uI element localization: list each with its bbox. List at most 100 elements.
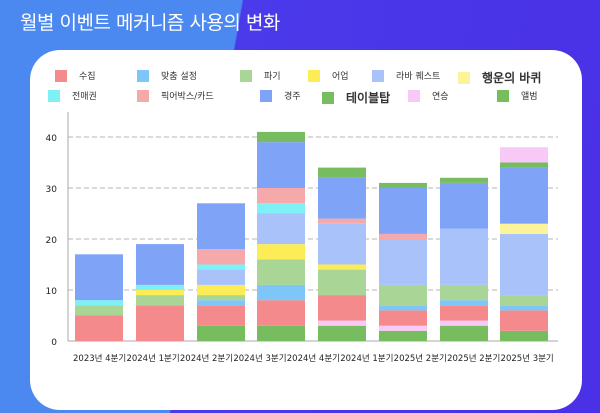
bar-segment-전매권 xyxy=(136,284,184,290)
bar-segment-라바-퀘스트 xyxy=(440,228,488,285)
legend-swatch xyxy=(55,69,67,82)
x-tick-label: 2024년 3분기 xyxy=(233,354,287,364)
legend-label: 수집 xyxy=(79,72,96,82)
legend-swatch xyxy=(137,69,149,82)
legend-item: 어업 xyxy=(308,69,349,82)
bar-segment-경주 xyxy=(75,254,123,301)
x-tick-label: 2024년 2분기 xyxy=(179,354,234,364)
bar-segment-수집 xyxy=(136,305,184,341)
bar-segment-라바-퀘스트 xyxy=(379,239,427,285)
x-tick-label: 2024년 1분기 xyxy=(126,354,180,364)
legend-label: 라바 퀘스트 xyxy=(396,72,441,82)
x-tick-label: 2024년 4분기 xyxy=(286,354,340,364)
bar-segment-경주 xyxy=(197,203,245,250)
bar-segment-경주 xyxy=(500,167,548,224)
legend-label: 테이블탑 xyxy=(346,91,391,105)
bar-segment-픽어박스-카드 xyxy=(318,218,366,224)
bar-segment-파기 xyxy=(136,295,184,306)
bar-segment-테이블탑 xyxy=(500,162,548,168)
bar-segment-앨범 xyxy=(440,325,488,341)
bar-segment-테이블탑 xyxy=(257,131,305,143)
bar-segment-맞춤-설정 xyxy=(500,305,548,311)
bar-segment-수집 xyxy=(379,310,427,326)
legend-label: 파기 xyxy=(264,72,281,82)
y-tick-label: 40 xyxy=(46,134,58,144)
legend-item: 픽어박스/카드 xyxy=(137,89,214,102)
legend-swatch xyxy=(497,89,509,102)
bar-segment-수집 xyxy=(440,305,488,321)
bar-segment-수집 xyxy=(257,300,305,326)
y-tick-label: 30 xyxy=(46,185,58,195)
bar-segment-파기 xyxy=(197,295,245,301)
legend-item: 행운의 바퀴 xyxy=(458,69,541,86)
bar-segment-파기 xyxy=(500,295,548,306)
bar-segment-테이블탑 xyxy=(440,177,488,183)
bar-segment-수집 xyxy=(75,315,123,341)
legend-item: 파기 xyxy=(240,69,281,82)
legend-swatch xyxy=(458,71,470,84)
bar-segment-어업 xyxy=(197,284,245,296)
bar-segment-경주 xyxy=(136,244,184,285)
legend-label: 맞춤 설정 xyxy=(161,72,197,82)
legend-label: 픽어박스/카드 xyxy=(161,92,214,102)
x-tick-label: 2025년 2분기 xyxy=(447,354,501,364)
bar-segment-앨범 xyxy=(197,325,245,341)
x-tick-label: 2025년 2분기 xyxy=(393,354,447,364)
legend-label: 앨범 xyxy=(521,92,538,102)
bar-segment-어업 xyxy=(136,290,184,296)
y-tick-label: 10 xyxy=(46,287,58,297)
legend-swatch xyxy=(308,69,320,82)
bar-segment-경주 xyxy=(379,188,427,234)
legend-item: 라바 퀘스트 xyxy=(372,69,440,82)
bar-segment-경주 xyxy=(318,177,366,219)
legend-swatch xyxy=(322,91,334,104)
legend-item: 경주 xyxy=(260,89,301,102)
legend-item: 테이블탑 xyxy=(322,89,390,106)
y-tick-label: 0 xyxy=(51,338,57,348)
bar-segment-어업 xyxy=(318,264,366,270)
bar-segment-테이블탑 xyxy=(379,182,427,188)
bar-segment-연승 xyxy=(318,320,366,326)
legend-item: 전매권 xyxy=(48,89,97,102)
bar-segment-파기 xyxy=(75,305,123,316)
bar-segment-앨범 xyxy=(500,330,548,341)
bar-segment-맞춤-설정 xyxy=(257,284,305,301)
bar-segment-전매권 xyxy=(75,300,123,306)
bar-segment-파기 xyxy=(379,284,427,306)
x-tick-label: 2025년 3분기 xyxy=(500,354,554,364)
chart-card xyxy=(30,50,582,410)
bar-segment-어업 xyxy=(257,244,305,260)
bar-segment-앨범 xyxy=(379,330,427,341)
legend-item: 수집 xyxy=(55,69,96,82)
bar-segment-맞춤-설정 xyxy=(440,300,488,306)
bar-segment-라바-퀘스트 xyxy=(197,269,245,285)
legend-label: 경주 xyxy=(284,92,301,102)
bar-segment-경주 xyxy=(257,142,305,188)
y-tick-label: 20 xyxy=(46,236,58,246)
bar-segment-라바-퀘스트 xyxy=(257,213,305,245)
bar-segment-앨범 xyxy=(257,325,305,341)
bar-segment-연승 xyxy=(500,147,548,163)
legend-label: 어업 xyxy=(332,72,349,82)
x-tick-label: 2024년 1분기 xyxy=(340,354,394,364)
legend-item: 맞춤 설정 xyxy=(137,69,197,82)
bar-segment-수집 xyxy=(197,305,245,326)
bar-segment-전매권 xyxy=(257,203,305,214)
legend-label: 연승 xyxy=(432,92,449,102)
bar-segment-파기 xyxy=(440,284,488,301)
legend-item: 연승 xyxy=(408,89,449,102)
bar-segment-맞춤-설정 xyxy=(379,305,427,311)
legend-swatch xyxy=(408,89,420,102)
bar-segment-라바-퀘스트 xyxy=(318,223,366,265)
bar-segment-전매권 xyxy=(197,264,245,270)
bar-segment-경주 xyxy=(440,182,488,229)
legend-label: 전매권 xyxy=(72,92,97,102)
bar-segment-수집 xyxy=(318,295,366,321)
bar-segment-앨범 xyxy=(318,325,366,341)
bar-segment-파기 xyxy=(318,269,366,296)
bar-segment-라바-퀘스트 xyxy=(500,233,548,296)
bar-segment-수집 xyxy=(500,310,548,331)
bar-segment-연승 xyxy=(379,325,427,331)
legend-swatch xyxy=(137,89,149,102)
